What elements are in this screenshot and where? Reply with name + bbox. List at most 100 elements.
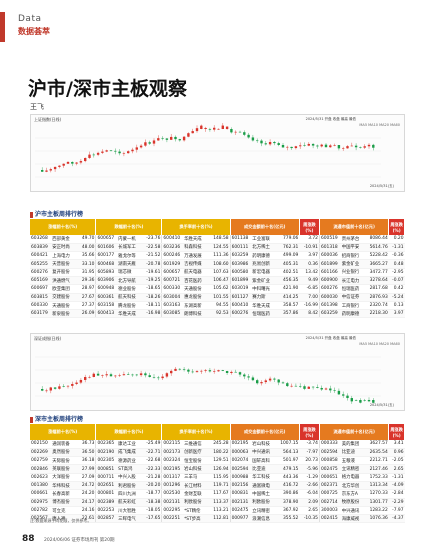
table-cell: 603259 bbox=[229, 251, 252, 261]
table-cell: 000333 bbox=[318, 440, 341, 449]
table-cell: 601929 bbox=[161, 259, 184, 269]
candle-body bbox=[122, 153, 126, 154]
table-cell: 358.57 bbox=[277, 301, 300, 311]
table-row: 000661 长春高新 24.20 000801 四川九洲 -18.77 002530 金财互… bbox=[30, 489, 405, 499]
table-cell: 格力电器 bbox=[340, 473, 367, 483]
candle-body bbox=[277, 143, 280, 145]
chart-name: 深证成指(日线) bbox=[34, 336, 62, 341]
table-cell: 紫金矿业 bbox=[340, 259, 367, 269]
candle-body bbox=[359, 147, 362, 148]
table-cell: -17.65 bbox=[142, 514, 162, 524]
table-cell: 001296 bbox=[161, 481, 184, 491]
table-cell: 600111 bbox=[229, 243, 252, 253]
table-cell: 2817.68 bbox=[366, 284, 389, 294]
table-cell: 600361 bbox=[95, 293, 118, 302]
table-cell: 762.31 bbox=[277, 243, 300, 253]
table-cell: 002195 bbox=[161, 464, 184, 474]
candle-body bbox=[307, 386, 310, 389]
candle-body bbox=[178, 368, 181, 370]
table-cell: 002975 bbox=[30, 498, 52, 507]
table-cell: 421.90 bbox=[277, 284, 300, 294]
table-cell: 1301.77 bbox=[366, 498, 389, 507]
candle-body bbox=[157, 377, 160, 379]
table-cell: 1752.33 bbox=[366, 473, 389, 483]
candle-body bbox=[363, 146, 366, 148]
candle-body bbox=[152, 140, 156, 144]
candle-body bbox=[320, 387, 323, 390]
candle-body bbox=[238, 372, 242, 375]
candle-body bbox=[281, 382, 285, 384]
candle-body bbox=[221, 125, 224, 129]
table-cell: 利君股份 bbox=[117, 481, 143, 491]
table-cell: 万通发展 bbox=[183, 251, 209, 261]
table-row: 603815 交建股份 27.67 600361 航天科技 -18.26 603004 惠龙股… bbox=[30, 293, 405, 302]
table-cell: 603004 bbox=[161, 293, 184, 302]
table-cell: 立讯精密 bbox=[251, 506, 277, 516]
table-cell: 600421 bbox=[30, 251, 52, 261]
table-cell: 000651 bbox=[318, 473, 341, 483]
table-cell: 2.65 bbox=[299, 506, 320, 516]
table-cell: -2.29 bbox=[388, 498, 405, 507]
table-cell: 0.13 bbox=[388, 301, 405, 311]
candle-body bbox=[131, 374, 134, 376]
table-cell: 2635.54 bbox=[366, 448, 389, 458]
table-cell: 000977 bbox=[229, 514, 252, 524]
table-cell: 京东方A bbox=[340, 489, 367, 499]
table-cell: 天通股份 bbox=[51, 301, 77, 311]
candle-body bbox=[311, 386, 315, 388]
candle-body bbox=[372, 400, 375, 403]
table-cell: 600580 bbox=[229, 268, 252, 278]
table-cell: -16.99 bbox=[299, 301, 320, 311]
sz-ranking-table: 涨幅前十名(%) 跌幅前十名(%) 换手率前十名(%) 成交金额前十名(亿元) … bbox=[30, 424, 405, 524]
table-cell: 603906 bbox=[95, 276, 118, 286]
table-cell: 海康威视 bbox=[340, 514, 367, 524]
table-cell: 西部黄金 bbox=[51, 235, 77, 244]
table-cell: 600036 bbox=[318, 251, 341, 261]
candle-body bbox=[238, 131, 242, 133]
candle-body bbox=[96, 373, 100, 376]
table-cell: 479.15 bbox=[277, 464, 300, 474]
table-cell: 1076.36 bbox=[366, 514, 389, 524]
candle-body bbox=[49, 169, 52, 171]
candle-body bbox=[256, 380, 259, 384]
candle-body bbox=[294, 146, 298, 149]
table-cell: 600330 bbox=[30, 301, 52, 311]
table-cell: 四川九洲 bbox=[117, 489, 143, 499]
table-cell: 利欧股份 bbox=[251, 498, 277, 507]
candle-body bbox=[221, 370, 224, 372]
candle-body bbox=[139, 145, 143, 148]
table-cell: 36.73 bbox=[76, 440, 96, 449]
table-row: 002782 可立克 24.16 002253 川大智胜 -18.05 002295 *ST精… bbox=[30, 506, 405, 516]
table-cell: 浪潮信息 bbox=[251, 514, 277, 524]
table-cell: 康达工业 bbox=[117, 440, 143, 449]
table-cell: 大洋股份 bbox=[51, 473, 77, 483]
table-cell: 600030 bbox=[318, 293, 341, 302]
table-row: 603268 西部黄金 49.70 600657 内蒙一机 -23.76 600410 华胜天… bbox=[30, 235, 405, 244]
table-row: 603839 安正时尚 48.00 601606 长城军工 -22.58 603236 科森科… bbox=[30, 243, 405, 253]
candle-body bbox=[307, 143, 310, 146]
candle-body bbox=[329, 388, 332, 391]
table-cell: 603163 bbox=[161, 301, 184, 311]
candle-body bbox=[213, 127, 216, 130]
table-cell: 药明康德 bbox=[340, 309, 367, 319]
candle-body bbox=[105, 374, 108, 376]
table-cell: 长江电力 bbox=[340, 276, 367, 286]
table-cell: 利欧股份 bbox=[183, 498, 209, 507]
col-header-amount: 成交金额前十名(亿元) bbox=[230, 424, 300, 440]
table-cell: -19.25 bbox=[142, 276, 162, 286]
shanghai-candlestick-svg bbox=[35, 123, 381, 178]
table-cell: 湖南天雁 bbox=[117, 259, 143, 269]
table-cell: 朗博科技 bbox=[183, 309, 209, 319]
table-cell: 3278.64 bbox=[366, 276, 389, 286]
col-header-cap-change: 周涨跌(%) bbox=[388, 219, 405, 235]
table-cell: 通润装备 bbox=[51, 440, 77, 449]
col-header-market-cap: 流通市值前十名(亿元) bbox=[319, 219, 390, 235]
candle-body bbox=[187, 133, 190, 137]
table-cell: 2.09 bbox=[299, 498, 320, 507]
table-cell: 002371 bbox=[318, 481, 341, 491]
table-cell: 600519 bbox=[318, 235, 341, 244]
table-cell: 1007.15 bbox=[277, 440, 300, 449]
table-cell: -18.38 bbox=[142, 498, 162, 507]
table-cell: 百花医药 bbox=[183, 276, 209, 286]
candle-body bbox=[75, 162, 78, 164]
